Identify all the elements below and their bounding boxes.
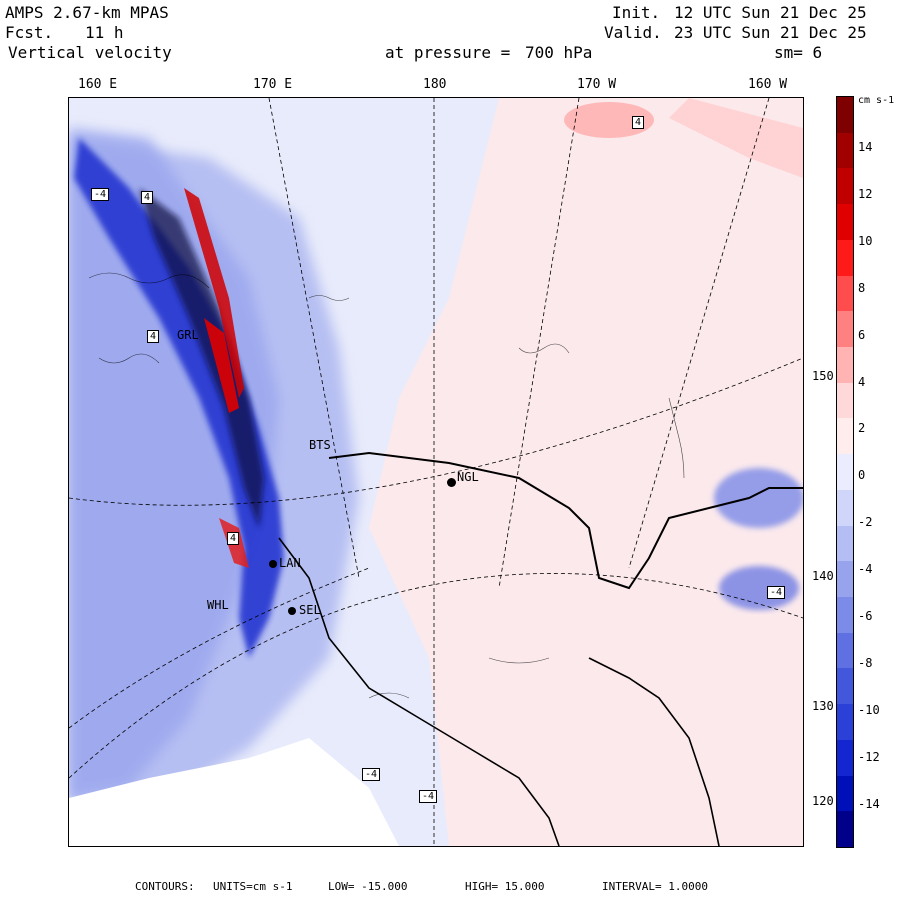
footer-contours-label: CONTOURS: bbox=[135, 880, 195, 893]
descent-blob-se bbox=[714, 468, 803, 528]
colorbar-tick-label: -6 bbox=[858, 609, 873, 623]
colorbar-segment bbox=[837, 632, 853, 669]
colorbar-segment bbox=[837, 597, 853, 634]
lon-label-170e: 170 E bbox=[253, 77, 293, 92]
vertical-velocity-field bbox=[69, 98, 803, 846]
init-label: Init. bbox=[612, 3, 661, 22]
footer-interval: INTERVAL= 1.0000 bbox=[602, 880, 708, 893]
extrema-label: -4 bbox=[767, 586, 786, 599]
colorbar-segment bbox=[837, 275, 853, 312]
lon-label-170w: 170 W bbox=[577, 77, 617, 92]
colorbar-segment bbox=[837, 311, 853, 348]
colorbar-segment bbox=[837, 561, 853, 598]
colorbar-tick-label: 14 bbox=[858, 140, 873, 154]
station-ngl[interactable] bbox=[447, 478, 456, 487]
colorbar-tick-label: -12 bbox=[858, 749, 880, 764]
station-grl-label: GRL bbox=[177, 328, 199, 342]
colorbar-segment bbox=[837, 668, 853, 705]
positive-region-east bbox=[369, 98, 803, 846]
ascent-streak-2 bbox=[204, 318, 239, 413]
station-sel-label: SEL bbox=[299, 603, 321, 617]
colorbar-tick-label: 4 bbox=[858, 374, 866, 389]
graticule bbox=[69, 98, 803, 846]
extrema-label: -4 bbox=[419, 790, 438, 803]
colorbar-segment bbox=[837, 739, 853, 777]
colorbar-tick-label: 8 bbox=[858, 280, 866, 295]
ascent-streak-1 bbox=[184, 188, 244, 398]
colorbar-segment bbox=[837, 489, 853, 527]
station-ngl-label: NGL bbox=[457, 470, 479, 484]
colorbar-tick-label: -14 bbox=[858, 796, 880, 811]
lon-label-180: 180 bbox=[423, 77, 447, 92]
colorbar-segment bbox=[837, 382, 853, 419]
forecast-label: Fcst. bbox=[5, 23, 54, 42]
colorbar-segment bbox=[837, 168, 853, 205]
colorbar-segment bbox=[837, 97, 853, 134]
colorbar-segment bbox=[837, 775, 853, 812]
pressure-label: at pressure = bbox=[385, 43, 511, 62]
colorbar-unit: cm s-1 bbox=[858, 95, 895, 106]
colorbar-tick-label: -8 bbox=[858, 655, 873, 670]
no-data-region bbox=[69, 738, 399, 846]
coastline bbox=[328, 451, 803, 590]
valid-label: Valid. bbox=[604, 23, 662, 42]
footer-units: UNITS=cm s-1 bbox=[213, 880, 293, 893]
colorbar-segment bbox=[837, 204, 853, 241]
extrema-label: 4 bbox=[227, 532, 240, 545]
station-whl-label: WHL bbox=[207, 598, 229, 612]
footer-low: LOW= -15.000 bbox=[328, 880, 408, 893]
extrema-label: 4 bbox=[141, 191, 154, 204]
station-lan[interactable] bbox=[269, 560, 277, 568]
colorbar-segment bbox=[837, 811, 853, 848]
extrema-label: -4 bbox=[362, 768, 381, 781]
colorbar-tick-label: 12 bbox=[858, 186, 873, 201]
init-time: 12 UTC Sun 21 Dec 25 bbox=[674, 3, 867, 22]
colorbar-tick-label: 0 bbox=[858, 468, 866, 483]
colorbar-segment bbox=[837, 347, 853, 384]
colorbar-tick-label: -10 bbox=[858, 702, 880, 717]
colorbar-segment bbox=[837, 239, 853, 277]
valid-time: 23 UTC Sun 21 Dec 25 bbox=[674, 23, 867, 42]
colorbar-tick-label: 2 bbox=[858, 421, 866, 436]
colorbar-tick-label: 6 bbox=[858, 327, 866, 342]
forecast-hour: 11 h bbox=[85, 23, 124, 42]
station-lan-label: LAN bbox=[279, 556, 301, 570]
colorbar-segment bbox=[837, 525, 853, 562]
lon-label-160w: 160 W bbox=[748, 77, 788, 92]
colorbar-segment bbox=[837, 454, 853, 491]
field-name: Vertical velocity bbox=[8, 43, 172, 62]
ascent-feature-ne bbox=[564, 102, 654, 138]
station-sel[interactable] bbox=[288, 607, 296, 615]
colorbar-segment bbox=[837, 418, 853, 455]
extrema-label: -4 bbox=[91, 188, 110, 201]
pressure-level: 700 hPa bbox=[525, 43, 593, 62]
model-title: AMPS 2.67-km MPAS bbox=[5, 3, 169, 22]
colorbar bbox=[836, 96, 854, 848]
map-panel: NGL LAN SEL BTS WHL GRL -4 4 4 -4 4 -4 -… bbox=[68, 97, 804, 847]
colorbar-segment bbox=[837, 704, 853, 741]
smoothing-value: sm= 6 bbox=[774, 43, 823, 62]
extrema-label: 4 bbox=[632, 116, 645, 129]
colorbar-tick-label: 10 bbox=[858, 233, 873, 248]
footer-high: HIGH= 15.000 bbox=[465, 880, 545, 893]
station-bts-label: BTS bbox=[309, 438, 331, 452]
colorbar-tick-label: -2 bbox=[858, 515, 873, 530]
colorbar-segment bbox=[837, 132, 853, 169]
lon-label-160e: 160 E bbox=[78, 77, 118, 92]
extrema-label: 4 bbox=[147, 330, 160, 343]
colorbar-tick-label: -4 bbox=[858, 562, 873, 577]
